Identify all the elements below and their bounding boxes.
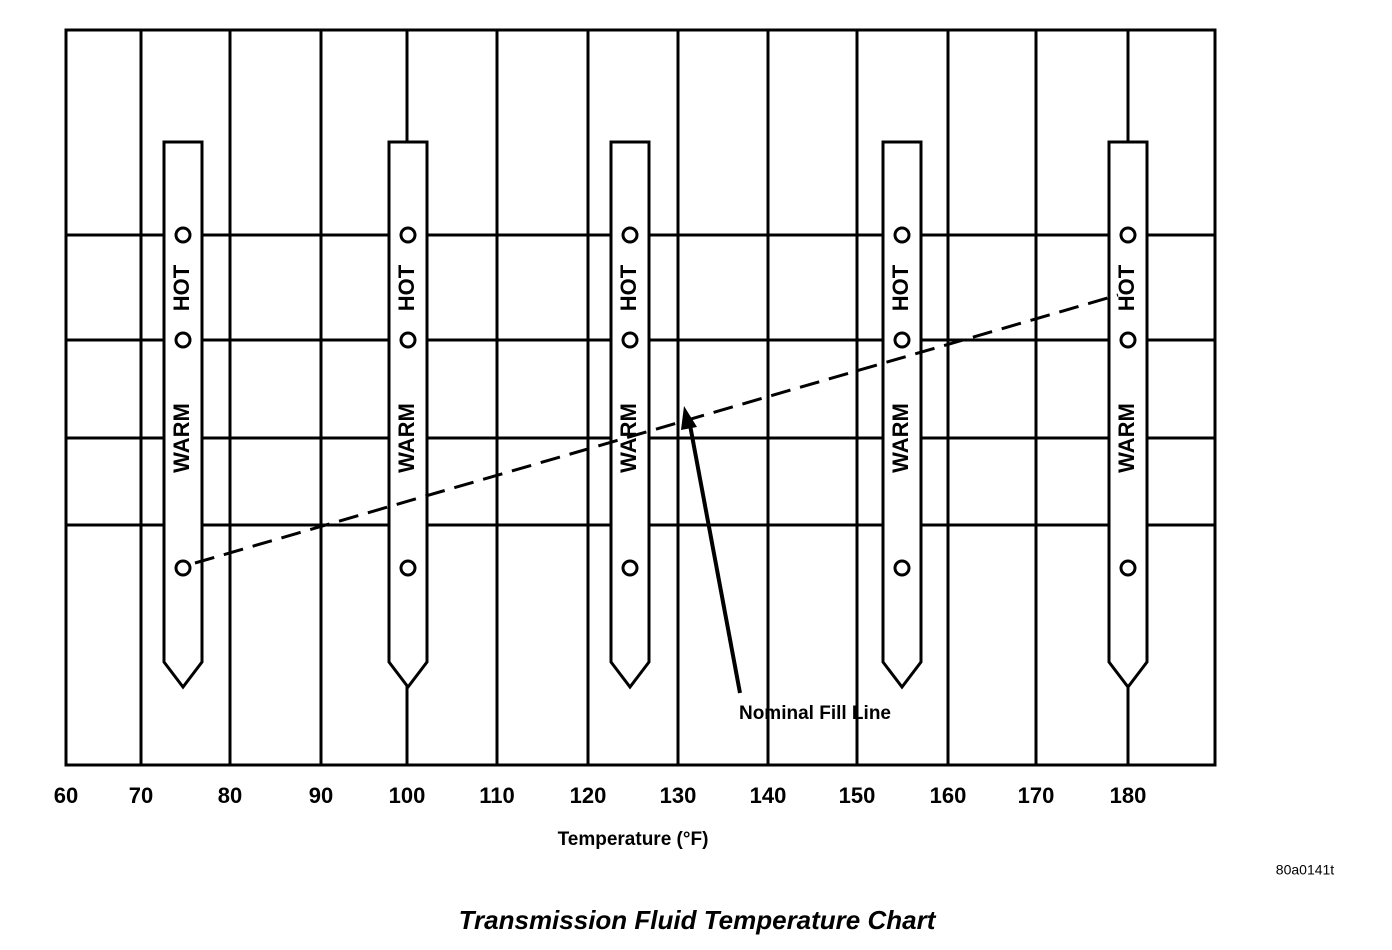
dipstick-body [609,140,651,690]
hot-label: HOT [1114,264,1139,311]
warm-label: WARM [1114,403,1139,473]
dipstick: HOT WARM [881,140,923,690]
hot-label: HOT [616,264,641,311]
axis-label: Temperature (°F) [558,829,709,850]
title: Transmission Fluid Temperature Chart [459,905,937,935]
level-mark [174,226,192,244]
arrow-shaft [688,424,742,694]
x-tick-label: 150 [839,783,876,808]
dipsticks: HOTWARMHOTWARMHOTWARMHOTWARMHOTWARM [162,140,1149,690]
arrow-head [681,406,697,430]
hot-label: HOT [169,264,194,311]
level-mark [893,559,911,577]
vertical-lines [139,30,1130,765]
dipstick-body [387,140,429,690]
x-tick-label: 120 [570,783,607,808]
x-tick-label: 100 [389,783,426,808]
x-tick-label: 60 [54,783,78,808]
dipstick-body [162,140,204,690]
level-mark [399,226,417,244]
x-tick-label: 130 [660,783,697,808]
dipstick-body [1107,140,1149,690]
level-mark [399,331,417,349]
x-tick-label: 90 [309,783,333,808]
fill-line [194,293,1119,565]
x-tick-label: 180 [1110,783,1147,808]
hot-label: HOT [394,264,419,311]
figure-id: 80a0141t [1276,862,1335,878]
level-mark [621,331,639,349]
level-mark [1119,559,1137,577]
annotation: Nominal Fill Line [739,703,891,724]
dipstick: HOT WARM [162,140,204,690]
level-mark [893,226,911,244]
x-tick-label: 80 [218,783,242,808]
x-tick-label: 170 [1018,783,1055,808]
level-mark [1119,331,1137,349]
dipstick: HOT WARM [1107,140,1149,690]
level-mark [399,559,417,577]
warm-label: WARM [169,403,194,473]
x-tick-label: 160 [930,783,967,808]
dipstick-body [881,140,923,690]
level-mark [174,559,192,577]
warm-label: WARM [394,403,419,473]
level-mark [893,331,911,349]
x-tick-label: 110 [479,783,515,808]
x-tick-label: 140 [750,783,787,808]
hot-label: HOT [888,264,913,311]
x-ticks: 60 70 80 90 100 110 120 130 140 150 160 170 180 [54,783,1147,808]
warm-label: WARM [888,403,913,473]
dipstick: HOT WARM [387,140,429,690]
level-mark [621,559,639,577]
level-mark [1119,226,1137,244]
level-mark [174,331,192,349]
level-mark [621,226,639,244]
x-tick-label: 70 [129,783,153,808]
